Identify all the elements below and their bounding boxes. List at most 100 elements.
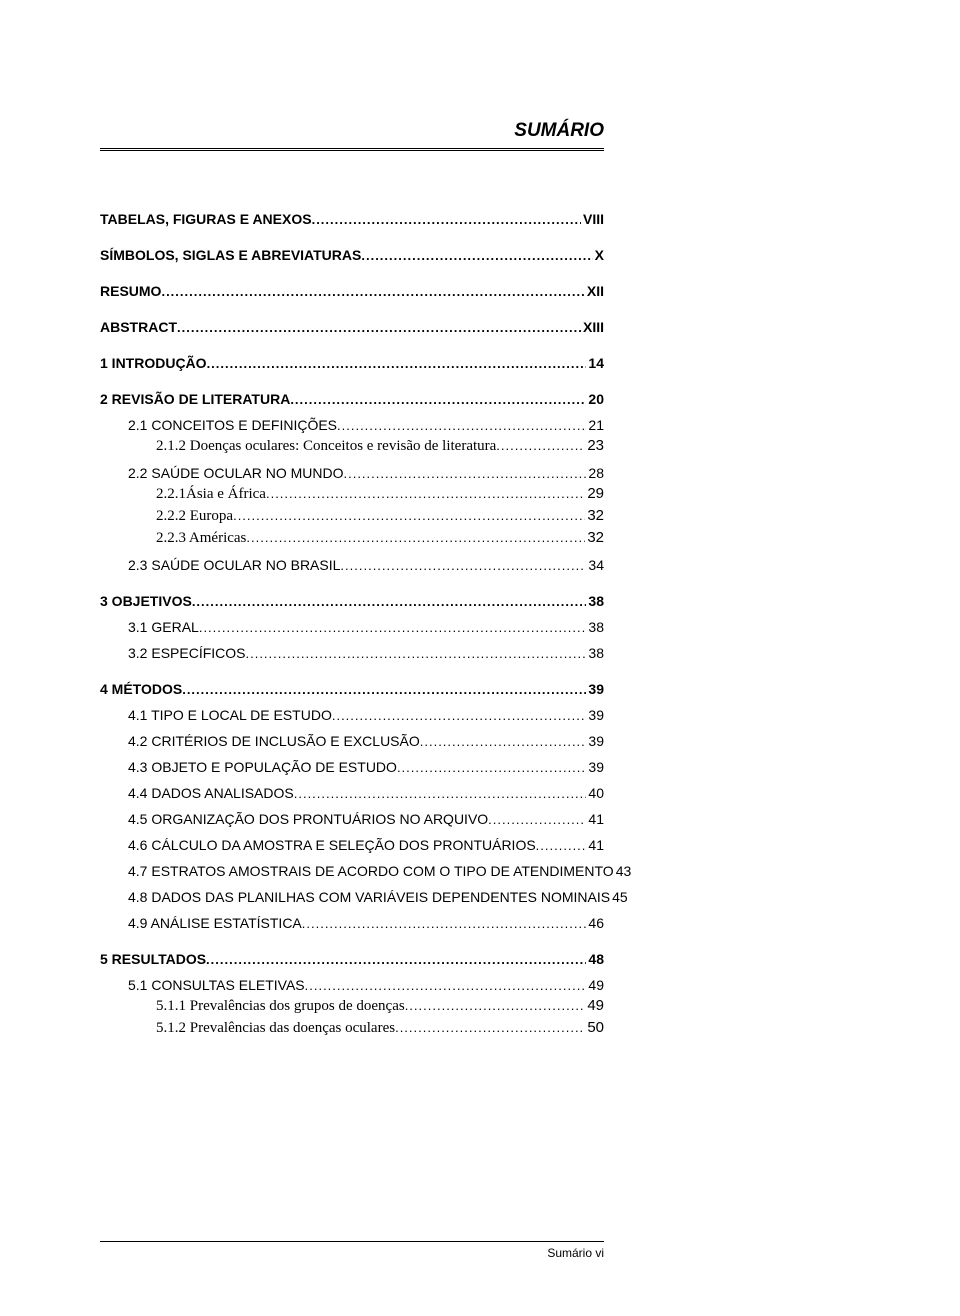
- toc-entry: SÍMBOLOS, SIGLAS E ABREVIATURAS X: [100, 247, 604, 263]
- toc-entry: 5.1.2 Prevalências das doenças oculares …: [156, 1019, 604, 1037]
- footer-rule: [100, 1241, 604, 1242]
- toc-leader: [207, 356, 587, 371]
- toc-leader: [488, 812, 586, 827]
- page-footer: Sumário vi: [100, 1241, 604, 1260]
- toc-entry-label: 4.9 ANÁLISE ESTATÍSTICA: [128, 915, 302, 931]
- toc-leader: [192, 594, 587, 609]
- toc-entry: 4.2 CRITÉRIOS DE INCLUSÃO E EXCLUSÃO 39: [128, 733, 604, 749]
- toc-entry-page: 41: [586, 837, 604, 853]
- page-title: SUMÁRIO: [100, 120, 604, 142]
- toc-leader: [312, 212, 581, 227]
- document-page: SUMÁRIO TABELAS, FIGURAS E ANEXOS VIII SÍ…: [0, 0, 664, 1316]
- toc-entry-label: 2.3 SAÚDE OCULAR NO BRASIL: [128, 557, 340, 573]
- toc-entry-label: 5.1.1 Prevalências dos grupos de doenças: [156, 998, 405, 1015]
- toc-entry-page: 48: [586, 951, 604, 967]
- toc-entry-page: 50: [585, 1019, 604, 1036]
- toc-entry-page: VIII: [581, 211, 604, 227]
- toc-entry-page: 39: [586, 759, 604, 775]
- toc-entry: 2 REVISÃO DE LITERATURA 20: [100, 391, 604, 407]
- toc-entry-label: 2.2 SAÚDE OCULAR NO MUNDO: [128, 465, 343, 481]
- toc-entry: 5.1.1 Prevalências dos grupos de doenças…: [156, 997, 604, 1015]
- toc-entry: 5.1 CONSULTAS ELETIVAS 49: [128, 977, 604, 993]
- toc-entry-page: 46: [586, 915, 604, 931]
- toc-leader: [337, 418, 586, 433]
- toc-entry: 2.2.2 Europa 32: [156, 507, 604, 525]
- toc-entry-label: 2.1 CONCEITOS E DEFINIÇÕES: [128, 417, 337, 433]
- toc-leader: [395, 1020, 585, 1035]
- toc-entry-label: 4.4 DADOS ANALISADOS: [128, 785, 294, 801]
- toc-entry-label: 1 INTRODUÇÃO: [100, 355, 207, 371]
- toc-entry: ABSTRACT XIII: [100, 319, 604, 335]
- toc-entry: 4.6 CÁLCULO DA AMOSTRA E SELEÇÃO DOS PRO…: [128, 837, 604, 853]
- toc-entry-label: 4.6 CÁLCULO DA AMOSTRA E SELEÇÃO DOS PRO…: [128, 837, 536, 853]
- toc-entry: 4.3 OBJETO E POPULAÇÃO DE ESTUDO 39: [128, 759, 604, 775]
- toc-entry-page: 41: [586, 811, 604, 827]
- toc-entry: 4.7 ESTRATOS AMOSTRAIS DE ACORDO COM O T…: [128, 863, 604, 879]
- toc-leader: [290, 392, 586, 407]
- toc-entry-label: 3.2 ESPECÍFICOS: [128, 645, 245, 661]
- toc-entry-label: 4.3 OBJETO E POPULAÇÃO DE ESTUDO: [128, 759, 397, 775]
- toc-entry-label: 5.1.2 Prevalências das doenças oculares: [156, 1020, 395, 1037]
- toc-leader: [161, 284, 584, 299]
- toc-entry-label: 4.8 DADOS DAS PLANILHAS COM VARIÁVEIS DE…: [128, 889, 610, 905]
- toc-entry-page: 32: [585, 507, 604, 524]
- toc-entry: 2.1.2 Doenças oculares: Conceitos e revi…: [156, 437, 604, 455]
- toc-entry-page: 49: [586, 977, 604, 993]
- toc-entry-page: XII: [585, 283, 604, 299]
- toc-entry-page: 43: [614, 863, 632, 879]
- toc-entry-label: 2.2.3 Américas: [156, 530, 246, 547]
- toc-entry: 4.1 TIPO E LOCAL DE ESTUDO 39: [128, 707, 604, 723]
- toc-entry-label: 2.2.2 Europa: [156, 508, 233, 525]
- toc-entry-page: 38: [586, 619, 604, 635]
- toc-entry-label: 4.5 ORGANIZAÇÃO DOS PRONTUÁRIOS NO ARQUI…: [128, 811, 488, 827]
- toc-leader: [361, 248, 592, 263]
- toc-entry-page: X: [593, 247, 604, 263]
- toc-entry-label: 4 MÉTODOS: [100, 681, 182, 697]
- toc-entry: 4.9 ANÁLISE ESTATÍSTICA 46: [128, 915, 604, 931]
- toc-entry: 1 INTRODUÇÃO 14: [100, 355, 604, 371]
- toc-entry-label: 2 REVISÃO DE LITERATURA: [100, 391, 290, 407]
- toc-entry: 4.4 DADOS ANALISADOS 40: [128, 785, 604, 801]
- toc-entry-label: 4.1 TIPO E LOCAL DE ESTUDO: [128, 707, 332, 723]
- toc-leader: [536, 838, 587, 853]
- toc-leader: [496, 438, 585, 453]
- toc-entry-page: 45: [610, 889, 628, 905]
- toc-entry-label: RESUMO: [100, 283, 161, 299]
- toc-entry: 2.2.1Ásia e África 29: [156, 485, 604, 503]
- footer-text: Sumário vi: [100, 1246, 604, 1260]
- toc-leader: [420, 734, 587, 749]
- toc-entry: 5 RESULTADOS 48: [100, 951, 604, 967]
- toc-entry-label: 4.2 CRITÉRIOS DE INCLUSÃO E EXCLUSÃO: [128, 733, 420, 749]
- toc-leader: [199, 620, 587, 635]
- toc-entry: 3 OBJETIVOS 38: [100, 593, 604, 609]
- toc-entry: 3.1 GERAL 38: [128, 619, 604, 635]
- toc-entry-label: ABSTRACT: [100, 319, 177, 335]
- toc-entry-label: 2.2.1Ásia e África: [156, 486, 266, 503]
- toc-entry-page: 39: [586, 681, 604, 697]
- toc-entry-page: 23: [585, 437, 604, 454]
- toc-entry-page: 40: [586, 785, 604, 801]
- toc-entry-label: 5.1 CONSULTAS ELETIVAS: [128, 977, 305, 993]
- toc-entry: 4.5 ORGANIZAÇÃO DOS PRONTUÁRIOS NO ARQUI…: [128, 811, 604, 827]
- toc-leader: [246, 530, 585, 545]
- toc-entry-page: 39: [586, 733, 604, 749]
- toc-entry: 4 MÉTODOS 39: [100, 681, 604, 697]
- toc-entry-page: 34: [586, 557, 604, 573]
- toc-entry-page: 20: [586, 391, 604, 407]
- toc-entry-page: 29: [585, 485, 604, 502]
- toc-leader: [182, 682, 586, 697]
- toc-entry-label: 5 RESULTADOS: [100, 951, 206, 967]
- toc-entry: RESUMO XII: [100, 283, 604, 299]
- toc-leader: [294, 786, 587, 801]
- toc-entry-label: 2.1.2 Doenças oculares: Conceitos e revi…: [156, 438, 496, 455]
- toc-entry-page: 39: [586, 707, 604, 723]
- toc-leader: [245, 646, 586, 661]
- toc-entry-page: 38: [586, 593, 604, 609]
- toc-leader: [397, 760, 586, 775]
- toc-entry-page: 21: [586, 417, 604, 433]
- toc-entry-label: TABELAS, FIGURAS E ANEXOS: [100, 211, 312, 227]
- toc-entry: 2.1 CONCEITOS E DEFINIÇÕES 21: [128, 417, 604, 433]
- toc-entry: 3.2 ESPECÍFICOS 38: [128, 645, 604, 661]
- toc-entry-label: 3 OBJETIVOS: [100, 593, 192, 609]
- toc-entry-page: 14: [586, 355, 604, 371]
